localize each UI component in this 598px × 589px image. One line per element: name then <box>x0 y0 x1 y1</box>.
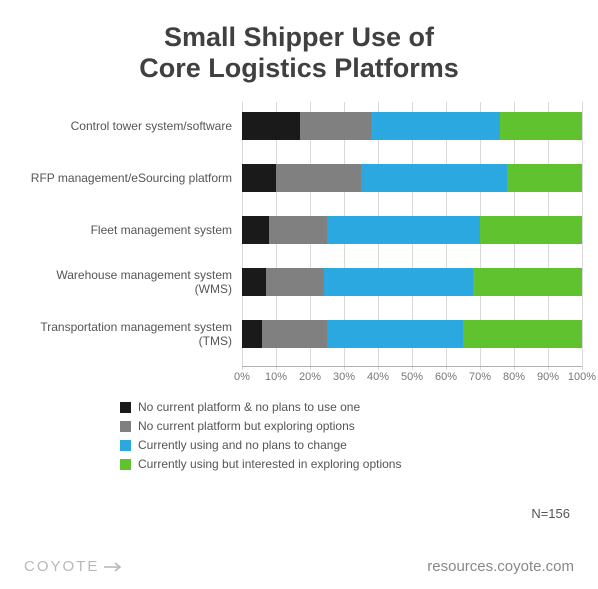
category-label: Control tower system/software <box>22 119 232 133</box>
bar-segment <box>242 268 266 296</box>
category-label: Warehouse management system (WMS) <box>22 268 232 296</box>
legend-label: Currently using but interested in explor… <box>138 457 401 471</box>
bar-segment <box>361 164 507 192</box>
title-line-2: Core Logistics Platforms <box>24 53 574 84</box>
bar-segment <box>371 112 500 140</box>
footer: COYOTE resources.coyote.com <box>0 558 598 575</box>
chart-container: Small Shipper Use of Core Logistics Plat… <box>0 0 598 589</box>
bar-segment <box>473 268 582 296</box>
sample-size-label: N=156 <box>531 506 570 521</box>
stacked-bar <box>242 216 582 244</box>
bar-row: Warehouse management system (WMS) <box>242 262 582 302</box>
bar-segment <box>266 268 324 296</box>
chart-plot-area: Control tower system/software RFP managem… <box>242 106 582 354</box>
source-url: resources.coyote.com <box>427 558 574 575</box>
stacked-bar <box>242 164 582 192</box>
category-label: RFP management/eSourcing platform <box>22 171 232 185</box>
bar-segment <box>507 164 582 192</box>
x-tick-label: 20% <box>299 371 321 383</box>
x-tick-label: 0% <box>234 371 250 383</box>
bar-segment <box>327 216 480 244</box>
legend-label: No current platform & no plans to use on… <box>138 400 360 414</box>
chart-title: Small Shipper Use of Core Logistics Plat… <box>24 22 574 84</box>
x-axis: 0%10%20%30%40%50%60%70%80%90%100% <box>242 366 582 390</box>
x-tick-label: 50% <box>401 371 423 383</box>
title-line-1: Small Shipper Use of <box>24 22 574 53</box>
x-tick-label: 30% <box>333 371 355 383</box>
bar-row: Transportation management system (TMS) <box>242 314 582 354</box>
category-label: Fleet management system <box>22 223 232 237</box>
bar-row: Control tower system/software <box>242 106 582 146</box>
legend-item: No current platform & no plans to use on… <box>120 400 574 414</box>
x-tick-label: 10% <box>265 371 287 383</box>
bar-segment <box>276 164 361 192</box>
legend-item: Currently using and no plans to change <box>120 438 574 452</box>
legend-item: Currently using but interested in explor… <box>120 457 574 471</box>
stacked-bar <box>242 112 582 140</box>
stacked-bar <box>242 320 582 348</box>
legend-swatch <box>120 421 131 432</box>
bar-segment <box>269 216 327 244</box>
bar-row: RFP management/eSourcing platform <box>242 158 582 198</box>
bar-segment <box>463 320 582 348</box>
bar-segment <box>242 216 269 244</box>
x-tick-label: 90% <box>537 371 559 383</box>
legend: No current platform & no plans to use on… <box>120 400 574 471</box>
legend-swatch <box>120 459 131 470</box>
logo-text: COYOTE <box>24 558 99 575</box>
x-tick-label: 100% <box>568 371 596 383</box>
x-tick-label: 60% <box>435 371 457 383</box>
category-label: Transportation management system (TMS) <box>22 320 232 348</box>
bar-row: Fleet management system <box>242 210 582 250</box>
legend-swatch <box>120 440 131 451</box>
legend-label: No current platform but exploring option… <box>138 419 355 433</box>
x-tick-label: 70% <box>469 371 491 383</box>
x-tick-label: 40% <box>367 371 389 383</box>
bar-segment <box>324 268 474 296</box>
gridline <box>582 102 583 370</box>
bar-segment <box>242 164 276 192</box>
bar-segment <box>242 112 300 140</box>
arrow-icon <box>104 562 124 572</box>
bar-segment <box>480 216 582 244</box>
bar-segment <box>262 320 327 348</box>
bar-segment <box>242 320 262 348</box>
bar-segment <box>500 112 582 140</box>
stacked-bar <box>242 268 582 296</box>
x-tick-label: 80% <box>503 371 525 383</box>
bar-segment <box>300 112 371 140</box>
coyote-logo: COYOTE <box>24 558 124 575</box>
legend-item: No current platform but exploring option… <box>120 419 574 433</box>
legend-swatch <box>120 402 131 413</box>
bar-segment <box>327 320 463 348</box>
legend-label: Currently using and no plans to change <box>138 438 347 452</box>
